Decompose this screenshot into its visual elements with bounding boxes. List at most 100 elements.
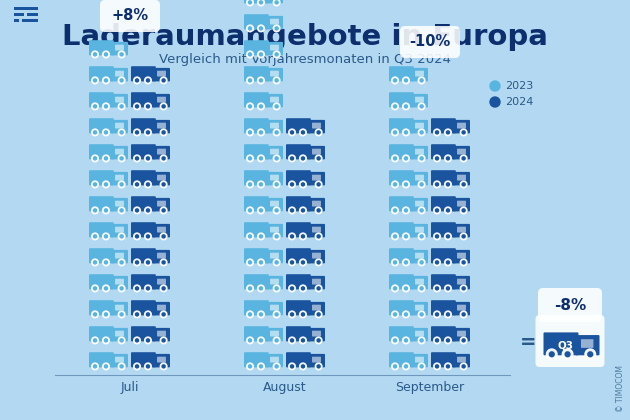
Circle shape (447, 235, 449, 238)
Circle shape (134, 129, 140, 136)
Circle shape (418, 77, 425, 84)
Circle shape (403, 285, 410, 292)
Circle shape (162, 365, 165, 368)
FancyBboxPatch shape (157, 227, 166, 233)
FancyBboxPatch shape (457, 227, 466, 233)
Circle shape (433, 285, 440, 292)
Circle shape (103, 363, 110, 370)
FancyBboxPatch shape (415, 201, 424, 207)
FancyBboxPatch shape (244, 170, 269, 185)
Circle shape (317, 131, 320, 134)
Circle shape (145, 363, 151, 370)
Circle shape (247, 363, 253, 370)
Circle shape (93, 131, 96, 134)
Text: September: September (396, 381, 464, 394)
Circle shape (317, 157, 320, 160)
Circle shape (247, 181, 253, 188)
Circle shape (135, 209, 139, 212)
Circle shape (418, 103, 425, 110)
Circle shape (162, 105, 165, 108)
Circle shape (394, 235, 396, 238)
Circle shape (290, 313, 294, 316)
FancyBboxPatch shape (415, 71, 424, 76)
FancyBboxPatch shape (411, 224, 428, 237)
Text: Q3: Q3 (558, 341, 573, 351)
Circle shape (247, 129, 253, 136)
Circle shape (247, 337, 253, 344)
FancyBboxPatch shape (89, 222, 114, 237)
Circle shape (93, 53, 96, 56)
Circle shape (447, 157, 449, 160)
Circle shape (93, 261, 96, 264)
FancyBboxPatch shape (115, 201, 124, 207)
Circle shape (404, 235, 408, 238)
FancyBboxPatch shape (308, 120, 325, 134)
FancyBboxPatch shape (244, 118, 269, 134)
FancyBboxPatch shape (131, 92, 156, 108)
Circle shape (273, 233, 280, 240)
Circle shape (146, 209, 149, 212)
FancyBboxPatch shape (153, 68, 170, 81)
FancyBboxPatch shape (431, 300, 455, 315)
Circle shape (433, 233, 440, 240)
Circle shape (447, 313, 449, 316)
Circle shape (433, 181, 440, 188)
Text: +8%: +8% (112, 8, 149, 24)
Circle shape (546, 349, 557, 360)
Circle shape (418, 155, 425, 162)
FancyBboxPatch shape (312, 253, 321, 259)
Circle shape (91, 129, 98, 136)
Circle shape (290, 183, 294, 186)
FancyBboxPatch shape (266, 146, 283, 160)
FancyBboxPatch shape (536, 315, 605, 367)
FancyBboxPatch shape (131, 352, 156, 368)
Circle shape (275, 1, 278, 4)
Circle shape (394, 105, 396, 108)
Circle shape (461, 363, 467, 370)
FancyBboxPatch shape (89, 300, 114, 315)
Circle shape (403, 363, 410, 370)
Circle shape (549, 352, 554, 357)
Circle shape (317, 183, 320, 186)
Circle shape (105, 53, 108, 56)
Circle shape (258, 129, 265, 136)
Circle shape (588, 352, 593, 357)
FancyBboxPatch shape (415, 331, 424, 336)
Circle shape (392, 103, 398, 110)
Circle shape (300, 155, 306, 162)
FancyBboxPatch shape (131, 118, 156, 134)
FancyBboxPatch shape (131, 300, 156, 315)
Circle shape (258, 25, 265, 32)
Circle shape (248, 157, 251, 160)
Circle shape (404, 79, 408, 82)
FancyBboxPatch shape (266, 224, 283, 237)
FancyBboxPatch shape (157, 149, 166, 155)
FancyBboxPatch shape (312, 279, 321, 284)
Circle shape (247, 155, 253, 162)
Circle shape (273, 51, 280, 58)
Circle shape (258, 337, 265, 344)
Circle shape (290, 339, 294, 342)
Circle shape (103, 103, 110, 110)
Circle shape (120, 235, 123, 238)
FancyBboxPatch shape (411, 250, 428, 263)
Circle shape (258, 311, 265, 318)
Circle shape (490, 81, 500, 91)
Circle shape (248, 131, 251, 134)
Circle shape (315, 207, 322, 214)
Circle shape (93, 209, 96, 212)
Circle shape (258, 285, 265, 292)
Circle shape (301, 235, 304, 238)
Circle shape (160, 129, 167, 136)
Circle shape (403, 181, 410, 188)
Circle shape (91, 103, 98, 110)
Circle shape (146, 313, 149, 316)
Circle shape (247, 103, 253, 110)
Circle shape (435, 339, 438, 342)
Circle shape (447, 365, 449, 368)
Circle shape (392, 155, 398, 162)
FancyBboxPatch shape (14, 13, 24, 16)
Circle shape (418, 129, 425, 136)
Circle shape (403, 207, 410, 214)
Circle shape (290, 287, 294, 290)
